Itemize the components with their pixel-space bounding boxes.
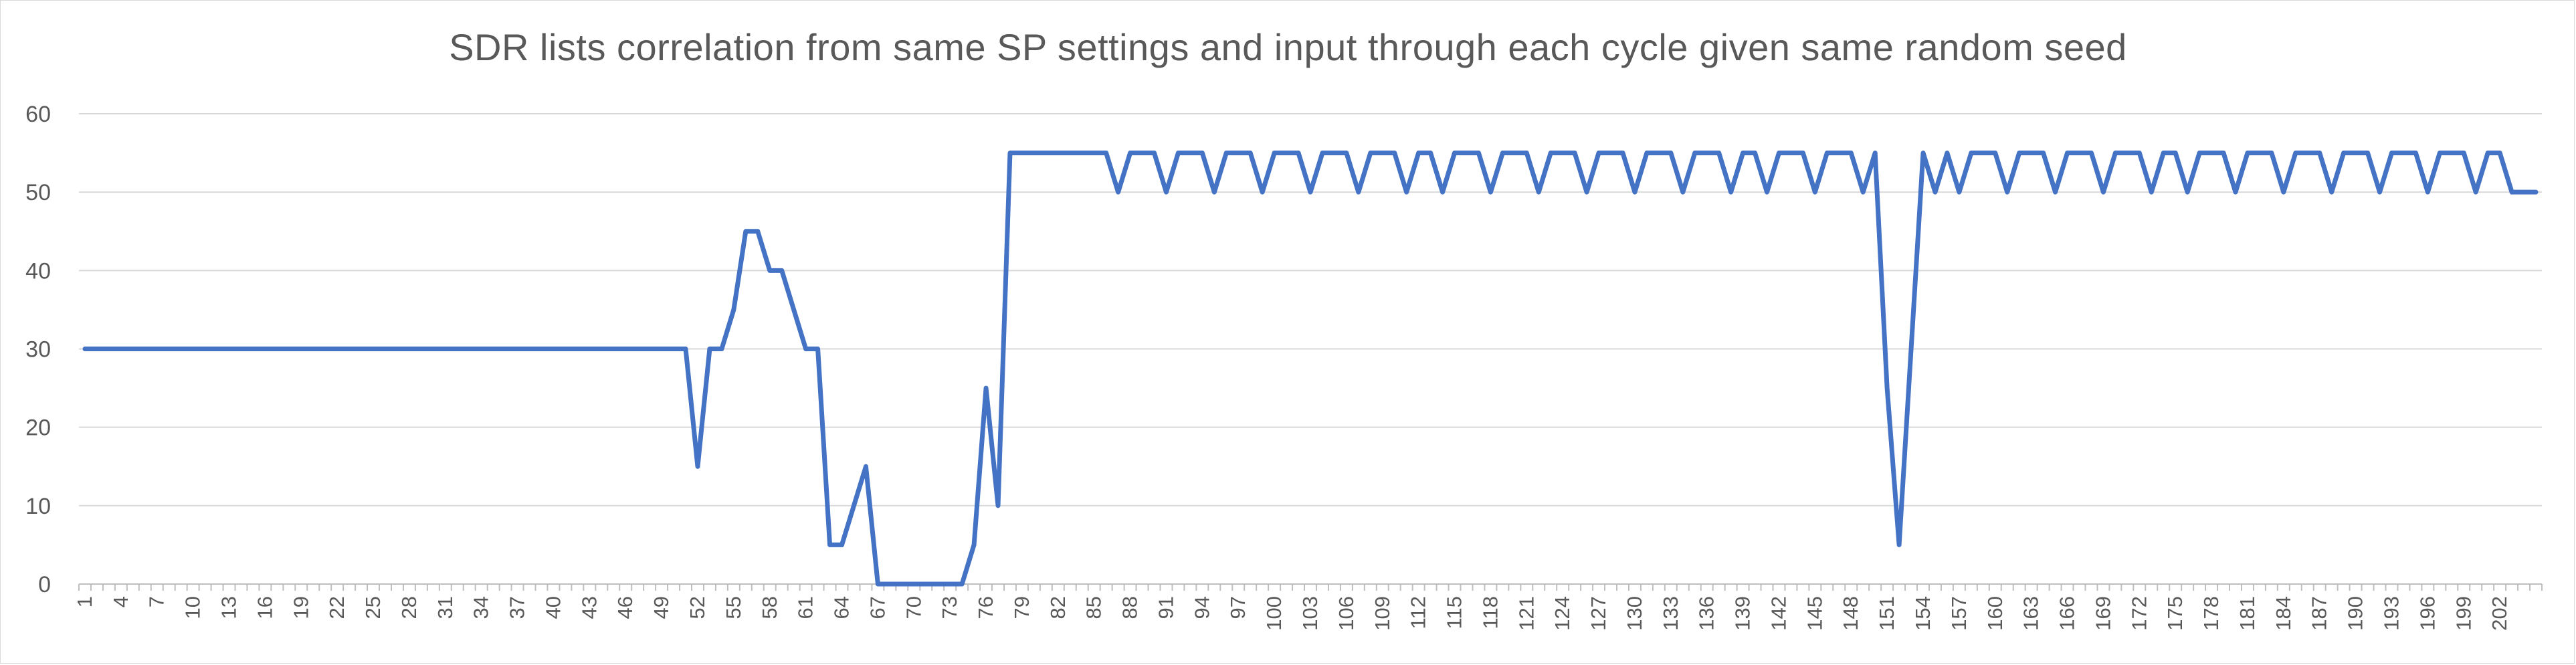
- x-tick-label: 148: [1839, 596, 1862, 631]
- x-tick-label: 82: [1046, 596, 1070, 619]
- series-layer: [82, 151, 2539, 587]
- x-tick-label: 55: [722, 596, 745, 619]
- x-tick-label: 142: [1767, 596, 1790, 631]
- chart-title: SDR lists correlation from same SP setti…: [449, 26, 2127, 68]
- x-tick-label: 121: [1514, 596, 1538, 631]
- x-tick-label: 70: [902, 596, 925, 619]
- x-tick-label: 118: [1478, 596, 1502, 629]
- x-tick-label: 64: [830, 596, 854, 619]
- x-tick-label: 1: [73, 596, 96, 607]
- x-tick-label: 169: [2091, 596, 2114, 631]
- x-tick-label: 172: [2127, 596, 2151, 631]
- x-tick-label: 76: [974, 596, 997, 619]
- x-tick-label: 145: [1803, 596, 1826, 631]
- x-tick-label: 175: [2163, 596, 2187, 631]
- x-tick-label: 106: [1334, 596, 1358, 631]
- y-tick-label: 20: [25, 415, 51, 441]
- y-tick-label: 0: [38, 572, 51, 597]
- x-tick-label: 61: [794, 596, 817, 619]
- x-tick-label: 88: [1118, 596, 1142, 619]
- x-tick-label: 160: [1983, 596, 2007, 631]
- x-tick-label: 91: [1154, 596, 1177, 619]
- x-tick-label: 10: [181, 596, 205, 619]
- x-tick-label: 85: [1082, 596, 1106, 619]
- y-tick-label: 40: [25, 258, 51, 284]
- x-tick-label: 181: [2236, 596, 2259, 631]
- y-tick-label: 30: [25, 337, 51, 363]
- x-tick-label: 25: [361, 596, 385, 619]
- y-tick-label: 50: [25, 180, 51, 205]
- y-tick-label: 60: [25, 102, 51, 127]
- x-tick-label: 34: [470, 596, 493, 619]
- x-tick-label: 115: [1443, 596, 1466, 629]
- x-tick-label: 151: [1875, 596, 1898, 631]
- gridlines: [79, 113, 2542, 506]
- x-tick-label: 163: [2019, 596, 2043, 631]
- x-tick-label: 4: [109, 596, 132, 607]
- x-tick-label: 13: [217, 596, 241, 619]
- x-tick-label: 97: [1226, 596, 1250, 619]
- x-tick-label: 136: [1695, 596, 1718, 631]
- x-tick-label: 112: [1407, 596, 1430, 629]
- x-tick-label: 199: [2452, 596, 2475, 631]
- x-tick-label: 124: [1551, 596, 1574, 631]
- x-tick-label: 58: [758, 596, 781, 619]
- x-tick-label: 190: [2344, 596, 2367, 631]
- x-tick-label: 166: [2056, 596, 2079, 631]
- x-tick-label: 16: [253, 596, 276, 619]
- x-tick-label: 103: [1298, 596, 1322, 631]
- x-tick-label: 109: [1371, 596, 1394, 631]
- x-tick-label: 193: [2379, 596, 2403, 631]
- x-tick-label: 31: [433, 596, 457, 619]
- x-tick-label: 130: [1623, 596, 1646, 631]
- x-tick-label: 37: [506, 596, 529, 619]
- x-tick-label: 43: [577, 596, 601, 619]
- x-tick-label: 52: [686, 596, 709, 619]
- x-tick-label: 73: [938, 596, 961, 619]
- x-tick-label: 100: [1262, 596, 1286, 631]
- x-tick-label: 40: [541, 596, 565, 619]
- x-tick-label: 139: [1731, 596, 1755, 631]
- x-tick-label: 19: [289, 596, 312, 619]
- x-tick-label: 46: [613, 596, 637, 619]
- series-line: [82, 151, 2539, 587]
- x-tick-label: 178: [2199, 596, 2223, 631]
- x-tick-label: 79: [1010, 596, 1033, 619]
- y-axis-tick-labels: 0 10 20 30 40 50 60: [25, 102, 51, 597]
- x-tick-label: 184: [2272, 596, 2295, 631]
- x-tick-label: 157: [1947, 596, 1971, 631]
- x-tick-label: 202: [2488, 596, 2511, 631]
- x-tick-label: 49: [650, 596, 673, 619]
- x-tick-label: 28: [397, 596, 421, 619]
- y-tick-label: 10: [25, 494, 51, 519]
- x-tick-label: 22: [325, 596, 349, 619]
- x-tick-label: 196: [2415, 596, 2439, 631]
- x-tick-label: 127: [1587, 596, 1610, 631]
- x-axis: 1 4 7 10 13 16 19 22 25 28 31 34 37 40 43 46 49 52 55 58 61 6…: [73, 583, 2543, 631]
- x-tick-label: 94: [1190, 596, 1213, 619]
- x-tick-label: 154: [1911, 596, 1935, 631]
- x-tick-label: 187: [2308, 596, 2331, 631]
- x-tick-label: 67: [866, 596, 889, 619]
- x-tick-label: 133: [1659, 596, 1682, 631]
- x-tick-label: 7: [145, 596, 169, 607]
